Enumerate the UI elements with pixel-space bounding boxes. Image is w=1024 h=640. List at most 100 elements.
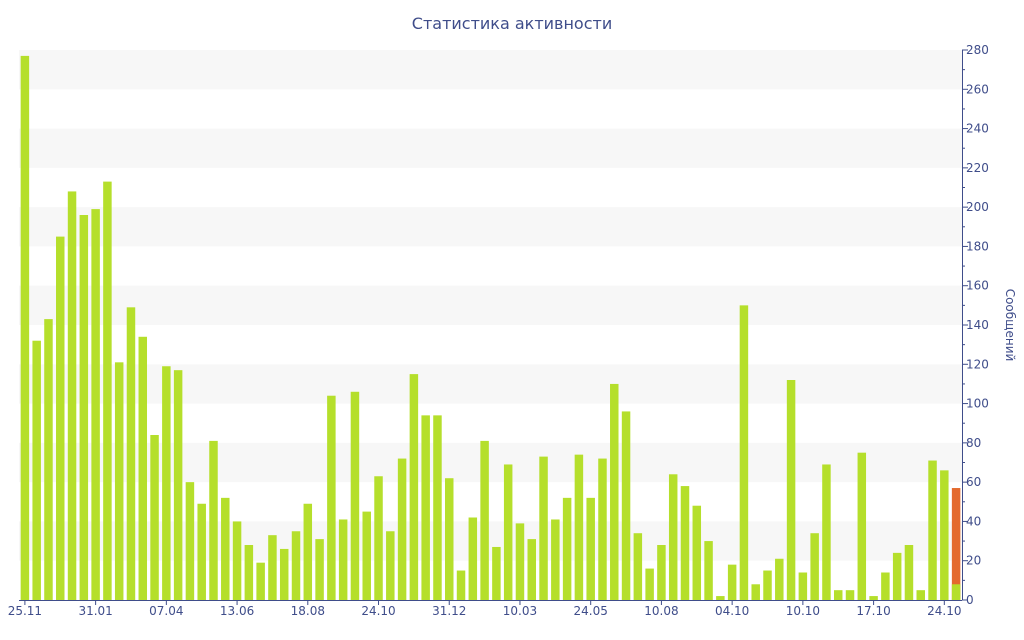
- bar[interactable]: [209, 440, 218, 600]
- bar[interactable]: [951, 488, 961, 600]
- bar[interactable]: [610, 383, 619, 600]
- bar[interactable]: [32, 340, 41, 600]
- bar[interactable]: [338, 519, 348, 600]
- bar[interactable]: [716, 596, 725, 600]
- x-tick-label: 04.10: [715, 604, 749, 618]
- bar[interactable]: [739, 305, 749, 600]
- bar[interactable]: [822, 464, 831, 600]
- grid-band: [19, 521, 962, 561]
- bar[interactable]: [221, 497, 230, 600]
- bar[interactable]: [598, 458, 607, 600]
- bar[interactable]: [315, 539, 324, 600]
- bar[interactable]: [445, 478, 454, 600]
- bar[interactable]: [869, 596, 878, 600]
- grid-band: [19, 128, 962, 168]
- y-tick-label: 240: [966, 122, 989, 136]
- bar[interactable]: [574, 454, 584, 600]
- bar[interactable]: [751, 584, 760, 600]
- bar[interactable]: [279, 548, 289, 600]
- bar[interactable]: [657, 545, 666, 600]
- bar[interactable]: [775, 558, 784, 600]
- bar[interactable]: [303, 503, 313, 600]
- bar[interactable]: [916, 590, 925, 600]
- bar[interactable]: [456, 570, 466, 600]
- bar[interactable]: [810, 533, 819, 600]
- bar[interactable]: [409, 374, 419, 600]
- bar[interactable]: [845, 590, 855, 600]
- y-tick-label: 140: [966, 318, 989, 332]
- bar[interactable]: [103, 181, 112, 600]
- bar[interactable]: [881, 572, 890, 601]
- bars: [20, 55, 961, 601]
- grid-band: [19, 285, 962, 325]
- x-tick-label: 10.08: [644, 604, 678, 618]
- bar[interactable]: [138, 336, 148, 600]
- bar[interactable]: [185, 482, 195, 600]
- bar[interactable]: [232, 521, 242, 600]
- y-tick-label: 120: [966, 357, 989, 371]
- bar[interactable]: [704, 541, 713, 600]
- bar[interactable]: [256, 562, 265, 600]
- bar[interactable]: [397, 458, 407, 600]
- bar[interactable]: [668, 474, 678, 600]
- x-tick-label: 24.10: [361, 604, 395, 618]
- bar[interactable]: [833, 590, 843, 600]
- bar[interactable]: [67, 191, 77, 600]
- bar[interactable]: [421, 415, 430, 600]
- bar[interactable]: [621, 411, 631, 600]
- bar[interactable]: [515, 523, 525, 600]
- bar[interactable]: [433, 415, 442, 600]
- bar[interactable]: [539, 456, 548, 600]
- bar[interactable]: [727, 564, 737, 600]
- x-tick-label: 18.08: [291, 604, 325, 618]
- bar[interactable]: [162, 366, 171, 600]
- bar[interactable]: [56, 236, 65, 600]
- bar[interactable]: [857, 452, 867, 600]
- bar[interactable]: [197, 503, 206, 600]
- bar[interactable]: [374, 476, 383, 600]
- bar[interactable]: [91, 209, 100, 600]
- y-tick-label: 40: [966, 514, 981, 528]
- bar[interactable]: [468, 517, 478, 601]
- bar[interactable]: [20, 55, 30, 600]
- bar[interactable]: [327, 395, 336, 600]
- bar[interactable]: [350, 391, 360, 600]
- bar[interactable]: [150, 435, 159, 600]
- bar[interactable]: [362, 511, 371, 600]
- bar[interactable]: [633, 533, 643, 600]
- bar[interactable]: [786, 380, 796, 600]
- bar[interactable]: [44, 319, 53, 600]
- y-tick-label: 60: [966, 475, 981, 489]
- bar[interactable]: [551, 519, 560, 600]
- bar[interactable]: [892, 552, 902, 600]
- bar[interactable]: [114, 362, 124, 600]
- bar[interactable]: [173, 370, 183, 600]
- bar[interactable]: [79, 215, 89, 600]
- bar[interactable]: [126, 307, 136, 600]
- bar[interactable]: [291, 531, 301, 600]
- bar[interactable]: [940, 470, 949, 600]
- bar[interactable]: [586, 497, 595, 600]
- bar[interactable]: [244, 545, 254, 600]
- grid-band: [19, 364, 962, 404]
- bar[interactable]: [692, 505, 702, 600]
- bar[interactable]: [680, 486, 690, 600]
- bar[interactable]: [798, 572, 808, 601]
- bar[interactable]: [562, 497, 572, 600]
- bar[interactable]: [480, 440, 489, 600]
- x-tick-label: 24.05: [574, 604, 608, 618]
- bar[interactable]: [763, 570, 772, 600]
- bar[interactable]: [492, 546, 501, 600]
- bar[interactable]: [268, 535, 277, 600]
- y-tick-label: 220: [966, 161, 989, 175]
- y-tick-label: 260: [966, 82, 989, 96]
- bar[interactable]: [928, 460, 937, 600]
- grid-band: [19, 50, 962, 90]
- bar[interactable]: [527, 539, 536, 600]
- bar-segment: [951, 584, 961, 600]
- bar[interactable]: [645, 568, 654, 600]
- bar[interactable]: [904, 545, 914, 600]
- x-axis: 25.11 31.01 07.04 13.06 18.08 24.10 31.12 10.03…: [8, 600, 962, 618]
- bar[interactable]: [503, 464, 513, 600]
- bar[interactable]: [386, 531, 395, 600]
